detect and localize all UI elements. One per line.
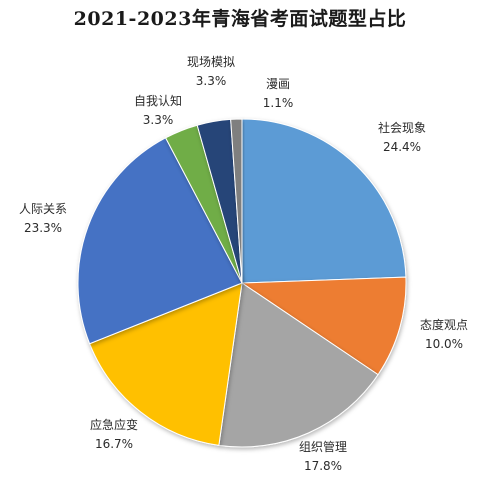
slice-category-label: 自我认知 [134,94,182,108]
slice-percent-label: 23.3% [24,221,62,235]
pie-slice [88,282,243,446]
slice-category-label: 漫画 [266,77,290,91]
slice-percent-label: 16.7% [95,437,133,451]
chart-title: 2021-2023年青海省考面试题型占比 [73,8,407,30]
slice-category-label: 人际关系 [19,202,67,216]
slice-category-label: 现场模拟 [187,55,235,69]
slice-percent-label: 24.4% [383,140,421,154]
pie-slice [218,282,379,448]
pie-labels: 社会现象 24.4% 态度观点 10.0% 组织管理 17.8% 应急应变 16.7% 人际关系… [19,55,468,473]
slice-category-label: 社会现象 [378,120,426,135]
pie-slice [241,118,407,284]
pie-slice [230,118,243,284]
slice-category-label: 态度观点 [420,317,468,332]
pie-slice [77,137,243,345]
slice-percent-label: 10.0% [425,337,463,351]
slice-percent-label: 3.3% [143,113,174,127]
pie-slices [77,118,407,448]
slice-percent-label: 17.8% [304,459,342,473]
slice-percent-label: 1.1% [263,96,294,110]
slice-category-label: 应急应变 [90,417,138,432]
pie-slice [240,276,407,376]
slice-category-label: 组织管理 [299,439,347,454]
slice-percent-label: 3.3% [196,74,227,88]
